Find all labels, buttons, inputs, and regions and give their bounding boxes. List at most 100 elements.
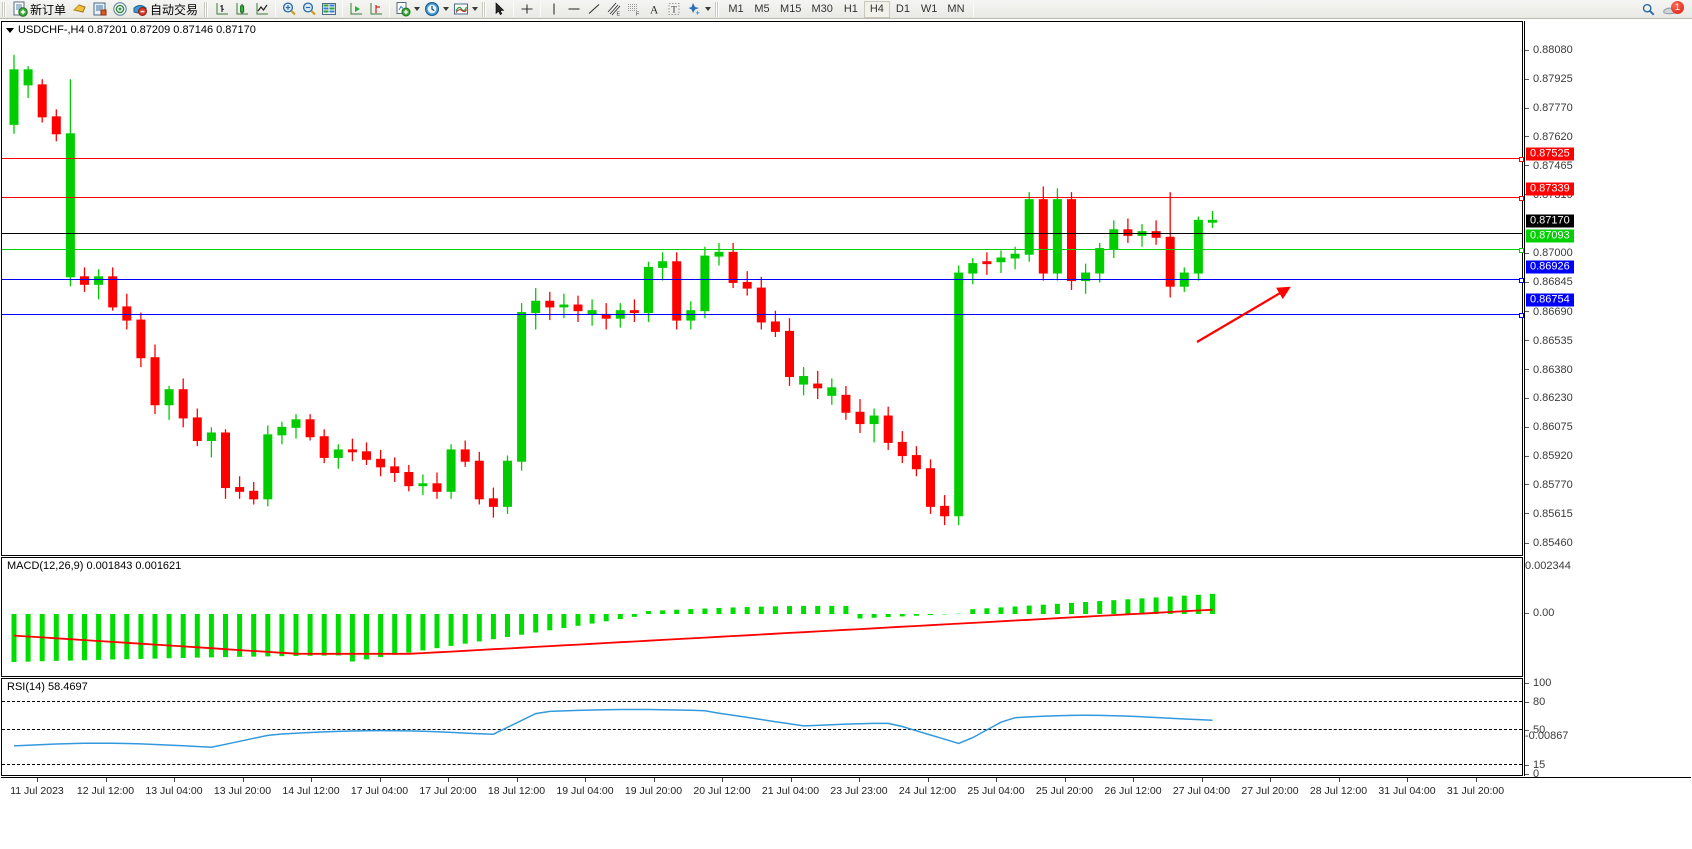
time-tick-mark — [585, 778, 586, 782]
price-tick: 0.86075 — [1525, 421, 1573, 433]
toolbar-separator-5 — [540, 1, 542, 17]
fibonacci-icon: F — [628, 4, 640, 17]
trendline-button[interactable] — [584, 0, 604, 18]
timeframe-mn[interactable]: MN — [947, 3, 965, 15]
macd-tick: -0.00867 — [1525, 730, 1569, 743]
timeframe-h1[interactable]: H1 — [843, 3, 858, 15]
price-tick: 0.86845 — [1525, 276, 1573, 288]
svg-text:A: A — [650, 5, 659, 17]
crosshair-icon — [521, 4, 533, 14]
templates-caret-icon[interactable] — [414, 7, 421, 11]
time-tick-mark — [516, 778, 518, 782]
timeframe-h4[interactable]: H4 — [863, 0, 890, 18]
vline-button[interactable] — [544, 0, 564, 18]
new-order-icon — [13, 1, 28, 17]
level-line-0-86926[interactable] — [2, 278, 1524, 283]
data-window-icon — [322, 3, 337, 15]
period-caret-icon[interactable] — [443, 7, 450, 11]
price-tag-0-86754[interactable]: 0.86754 — [1526, 293, 1574, 306]
rsi-pane[interactable]: RSI(14) 58.4697 — [1, 678, 1523, 776]
timeframe-m1[interactable]: M1 — [728, 3, 744, 15]
chart-shift-button[interactable] — [366, 0, 386, 18]
time-tick-mark — [379, 778, 381, 782]
rsi-level-50 — [2, 729, 1522, 730]
macd-pane[interactable]: MACD(12,26,9) 0.001843 0.001621 — [1, 557, 1523, 677]
time-axis[interactable]: 11 Jul 2023 12 Jul 12:00 13 Jul 04:00 13 Ju… — [1, 777, 1691, 803]
time-tick-mark — [1270, 778, 1271, 782]
level-handle[interactable] — [1519, 157, 1524, 162]
zoom-out-button[interactable] — [299, 0, 319, 18]
terminal-button[interactable] — [90, 0, 110, 18]
level-line-0-87093[interactable] — [2, 248, 1524, 253]
price-tick: 0.87925 — [1525, 73, 1573, 85]
textlabel-button[interactable]: T — [664, 0, 684, 18]
new-order-button[interactable]: 新订单 — [10, 0, 70, 18]
templates-button[interactable] — [393, 0, 422, 18]
period-button[interactable] — [422, 0, 451, 18]
hline-icon — [568, 8, 580, 10]
price-tick: 0.88080 — [1525, 44, 1573, 56]
level-handle[interactable] — [1519, 313, 1524, 318]
chart-collapse-icon[interactable] — [6, 28, 14, 33]
cursor-button[interactable] — [490, 0, 510, 18]
rsi-level-80 — [2, 701, 1522, 702]
search-icon[interactable] — [1641, 2, 1656, 17]
price-tag-0-87093[interactable]: 0.87093 — [1526, 229, 1574, 243]
time-tick-label: 27 Jul 20:00 — [1241, 785, 1299, 797]
level-handle[interactable] — [1519, 196, 1524, 201]
timeframe-d1[interactable]: D1 — [895, 3, 910, 15]
fibonacci-button[interactable]: F — [624, 0, 644, 18]
time-tick-mark — [1201, 778, 1203, 782]
price-axis[interactable]: 0.88080 0.87925 0.87770 0.87620 0.87465 0.873… — [1524, 21, 1691, 780]
candlestick-chart-button[interactable] — [232, 0, 252, 18]
price-tag-0-87339[interactable]: 0.87339 — [1526, 182, 1574, 196]
line-chart-button[interactable] — [252, 0, 272, 18]
time-tick-mark — [1133, 778, 1134, 782]
toolbar-grip-2[interactable] — [204, 1, 209, 17]
timeframe-w1[interactable]: W1 — [920, 3, 938, 15]
data-window-button[interactable] — [319, 0, 339, 18]
trendline-icon — [588, 4, 600, 14]
time-tick-mark — [653, 778, 655, 782]
timeframe-m5[interactable]: M5 — [754, 3, 770, 15]
timeframe-m15[interactable]: M15 — [780, 3, 802, 15]
equidistant-channel-button[interactable]: E — [604, 0, 624, 18]
macd-tick: 0.00 — [1525, 607, 1554, 619]
auto-trading-label: 自动交易 — [150, 2, 199, 17]
hline-button[interactable] — [564, 0, 584, 18]
level-handle[interactable] — [1519, 278, 1524, 283]
bar-chart-button[interactable] — [212, 0, 232, 18]
time-tick-mark — [311, 778, 312, 782]
level-line-0-86754[interactable] — [2, 313, 1524, 318]
auto-scroll-button[interactable] — [346, 0, 366, 18]
time-tick-mark — [1407, 778, 1408, 782]
price-tag-0-86926[interactable]: 0.86926 — [1526, 260, 1574, 274]
signal-button[interactable] — [110, 0, 130, 18]
notifications-button[interactable]: 1 — [1662, 0, 1684, 17]
zoom-in-button[interactable] — [279, 0, 299, 18]
shapes-caret-icon[interactable] — [705, 7, 712, 11]
time-tick-mark — [174, 778, 175, 782]
toolbar-grip[interactable] — [2, 1, 6, 17]
price-pane[interactable]: USDCHF-,H4 0.87201 0.87209 0.87146 0.871… — [1, 21, 1524, 556]
time-tick-label: 19 Jul 20:00 — [624, 785, 683, 797]
crosshair-button[interactable] — [517, 0, 537, 18]
indicator-list-button[interactable] — [70, 0, 90, 18]
text-button[interactable]: A — [644, 0, 664, 18]
time-tick-label: 31 Jul 04:00 — [1378, 785, 1436, 797]
time-tick-label: 13 Jul 04:00 — [145, 785, 203, 797]
line-chart-icon — [256, 3, 269, 15]
level-line-0-87525[interactable] — [2, 157, 1524, 162]
bullish-arrow-annotation[interactable] — [1192, 277, 1302, 347]
toolbar-grip-3[interactable] — [482, 1, 487, 17]
level-handle[interactable] — [1519, 248, 1524, 253]
time-tick-label: 26 Jul 12:00 — [1104, 785, 1162, 797]
timeframe-m30[interactable]: M30 — [811, 3, 833, 15]
indicators-button[interactable] — [451, 0, 480, 18]
indicators-caret-icon[interactable] — [472, 7, 479, 11]
level-line-0-87339[interactable] — [2, 196, 1524, 201]
toolbar-grip-4[interactable] — [715, 1, 720, 17]
shapes-button[interactable] — [684, 0, 713, 18]
expert-advisor-button[interactable]: 自动交易 — [130, 0, 202, 18]
price-tag-0-87525[interactable]: 0.87525 — [1526, 147, 1574, 161]
